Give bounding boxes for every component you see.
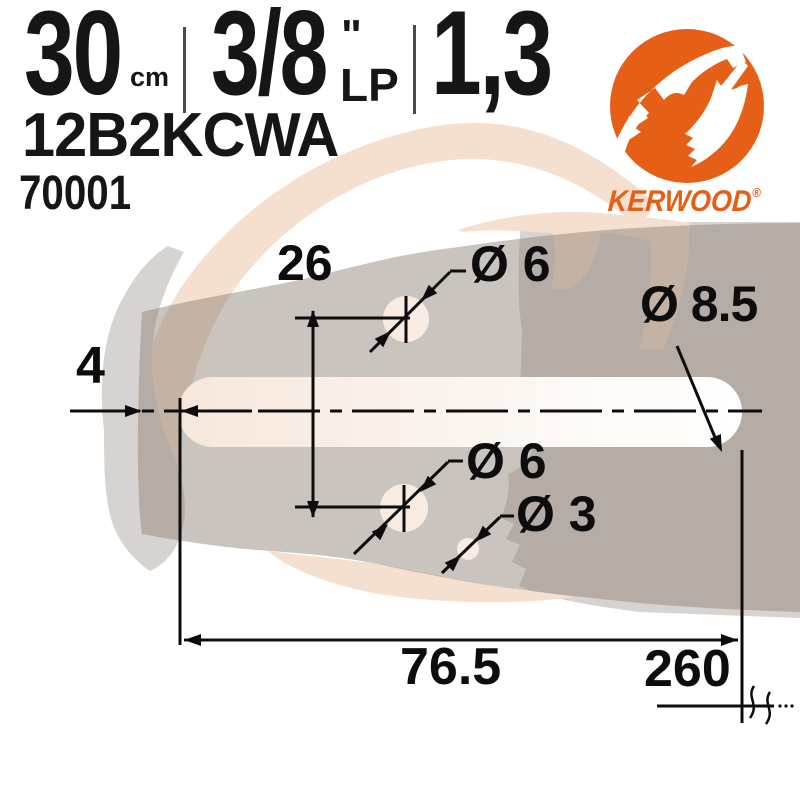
spec-gauge-value: 1,3: [431, 0, 553, 120]
watermark-circle-arc: [133, 122, 656, 470]
dim-tail-to-slot: 4: [76, 337, 105, 395]
spec-pitch-inch-mark: ": [341, 11, 362, 60]
dim-hole-spacing: 26: [277, 235, 333, 291]
spec-length-unit: cm: [130, 62, 170, 92]
registered-mark: ®: [751, 185, 762, 200]
dim-slot-width-diameter: Ø 8.5: [640, 276, 758, 332]
watermark-wolf-fur-left: [101, 246, 185, 571]
break-mark: [764, 691, 772, 725]
spec-divider: [183, 27, 186, 113]
wolf-shoulder-fur: [617, 111, 648, 152]
break-mark: [748, 685, 756, 719]
brand-logo: [610, 29, 764, 183]
brand-name-text: KERWOOD: [606, 185, 753, 218]
product-model-code: 12B2KCWA: [22, 101, 339, 170]
spec-divider: [413, 25, 416, 114]
dim-slot-length: 76.5: [400, 638, 502, 696]
dim-lower-hole-diameter: Ø 6: [466, 433, 547, 489]
dim-upper-hole-diameter: Ø 6: [470, 236, 551, 292]
wolf-chest-cutout: [685, 80, 748, 167]
product-reference: 70001: [19, 167, 132, 220]
spec-length-value: 30: [24, 0, 123, 120]
wolf-back-cutout: [611, 45, 746, 172]
spec-pitch-type: LP: [340, 59, 399, 111]
break-ellipsis: [778, 704, 794, 708]
watermark-peach-topband: [458, 211, 690, 349]
dim-total-length: 260: [644, 640, 731, 698]
wolf-logo-circle: [610, 29, 764, 183]
wolf-mouth-cutout: [721, 60, 748, 91]
watermark-peach-bottom: [268, 551, 575, 603]
spec-pitch-value: 3/8: [211, 0, 328, 120]
brand-name: KERWOOD®: [606, 185, 762, 218]
dim-small-hole-diameter: Ø 3: [516, 486, 597, 542]
